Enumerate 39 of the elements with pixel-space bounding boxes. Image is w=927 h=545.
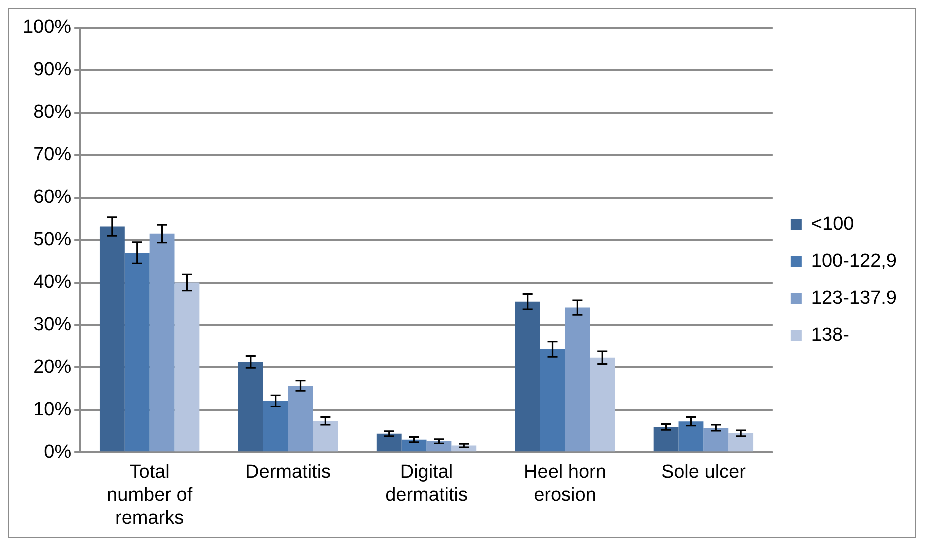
y-tick-label: 60% [34, 187, 72, 208]
bar [515, 302, 540, 452]
bar [263, 401, 288, 452]
legend-label: 123-137.9 [811, 288, 898, 310]
bar [678, 422, 704, 452]
bar [540, 349, 566, 452]
bar [150, 234, 175, 452]
bar [174, 282, 200, 452]
bar [376, 434, 402, 452]
y-tick-label: 20% [34, 356, 72, 378]
bar [590, 358, 616, 452]
x-tick-label: Digital dermatitis [386, 462, 468, 506]
bar [238, 362, 264, 452]
y-tick-label: 0% [44, 442, 72, 463]
bar [654, 427, 679, 452]
bar [100, 226, 125, 452]
x-tick-label: Dermatitis [246, 462, 332, 484]
bar [565, 308, 590, 452]
legend-label: 138- [811, 325, 850, 346]
y-tick-label: 100% [22, 17, 72, 38]
y-tick-label: 50% [34, 230, 72, 251]
bar [124, 253, 150, 452]
bar [288, 386, 314, 452]
y-tick-label: 90% [34, 60, 72, 81]
bar [313, 421, 338, 452]
legend-label: <100 [811, 214, 854, 236]
y-tick-label: 70% [34, 144, 72, 166]
x-tick-label: Heel horn erosion [524, 462, 606, 506]
x-tick-label: Total number of remarks [107, 462, 194, 529]
y-tick-label: 10% [34, 399, 72, 420]
x-tick-label: Sole ulcer [661, 462, 747, 484]
y-tick-label: 40% [34, 272, 72, 293]
bar [704, 428, 729, 452]
bar [728, 433, 754, 452]
bar [402, 440, 427, 452]
bar [426, 442, 452, 452]
y-tick-label: 30% [34, 314, 72, 336]
legend-label: 100-122,9 [811, 251, 898, 272]
y-tick-label: 80% [34, 102, 72, 124]
